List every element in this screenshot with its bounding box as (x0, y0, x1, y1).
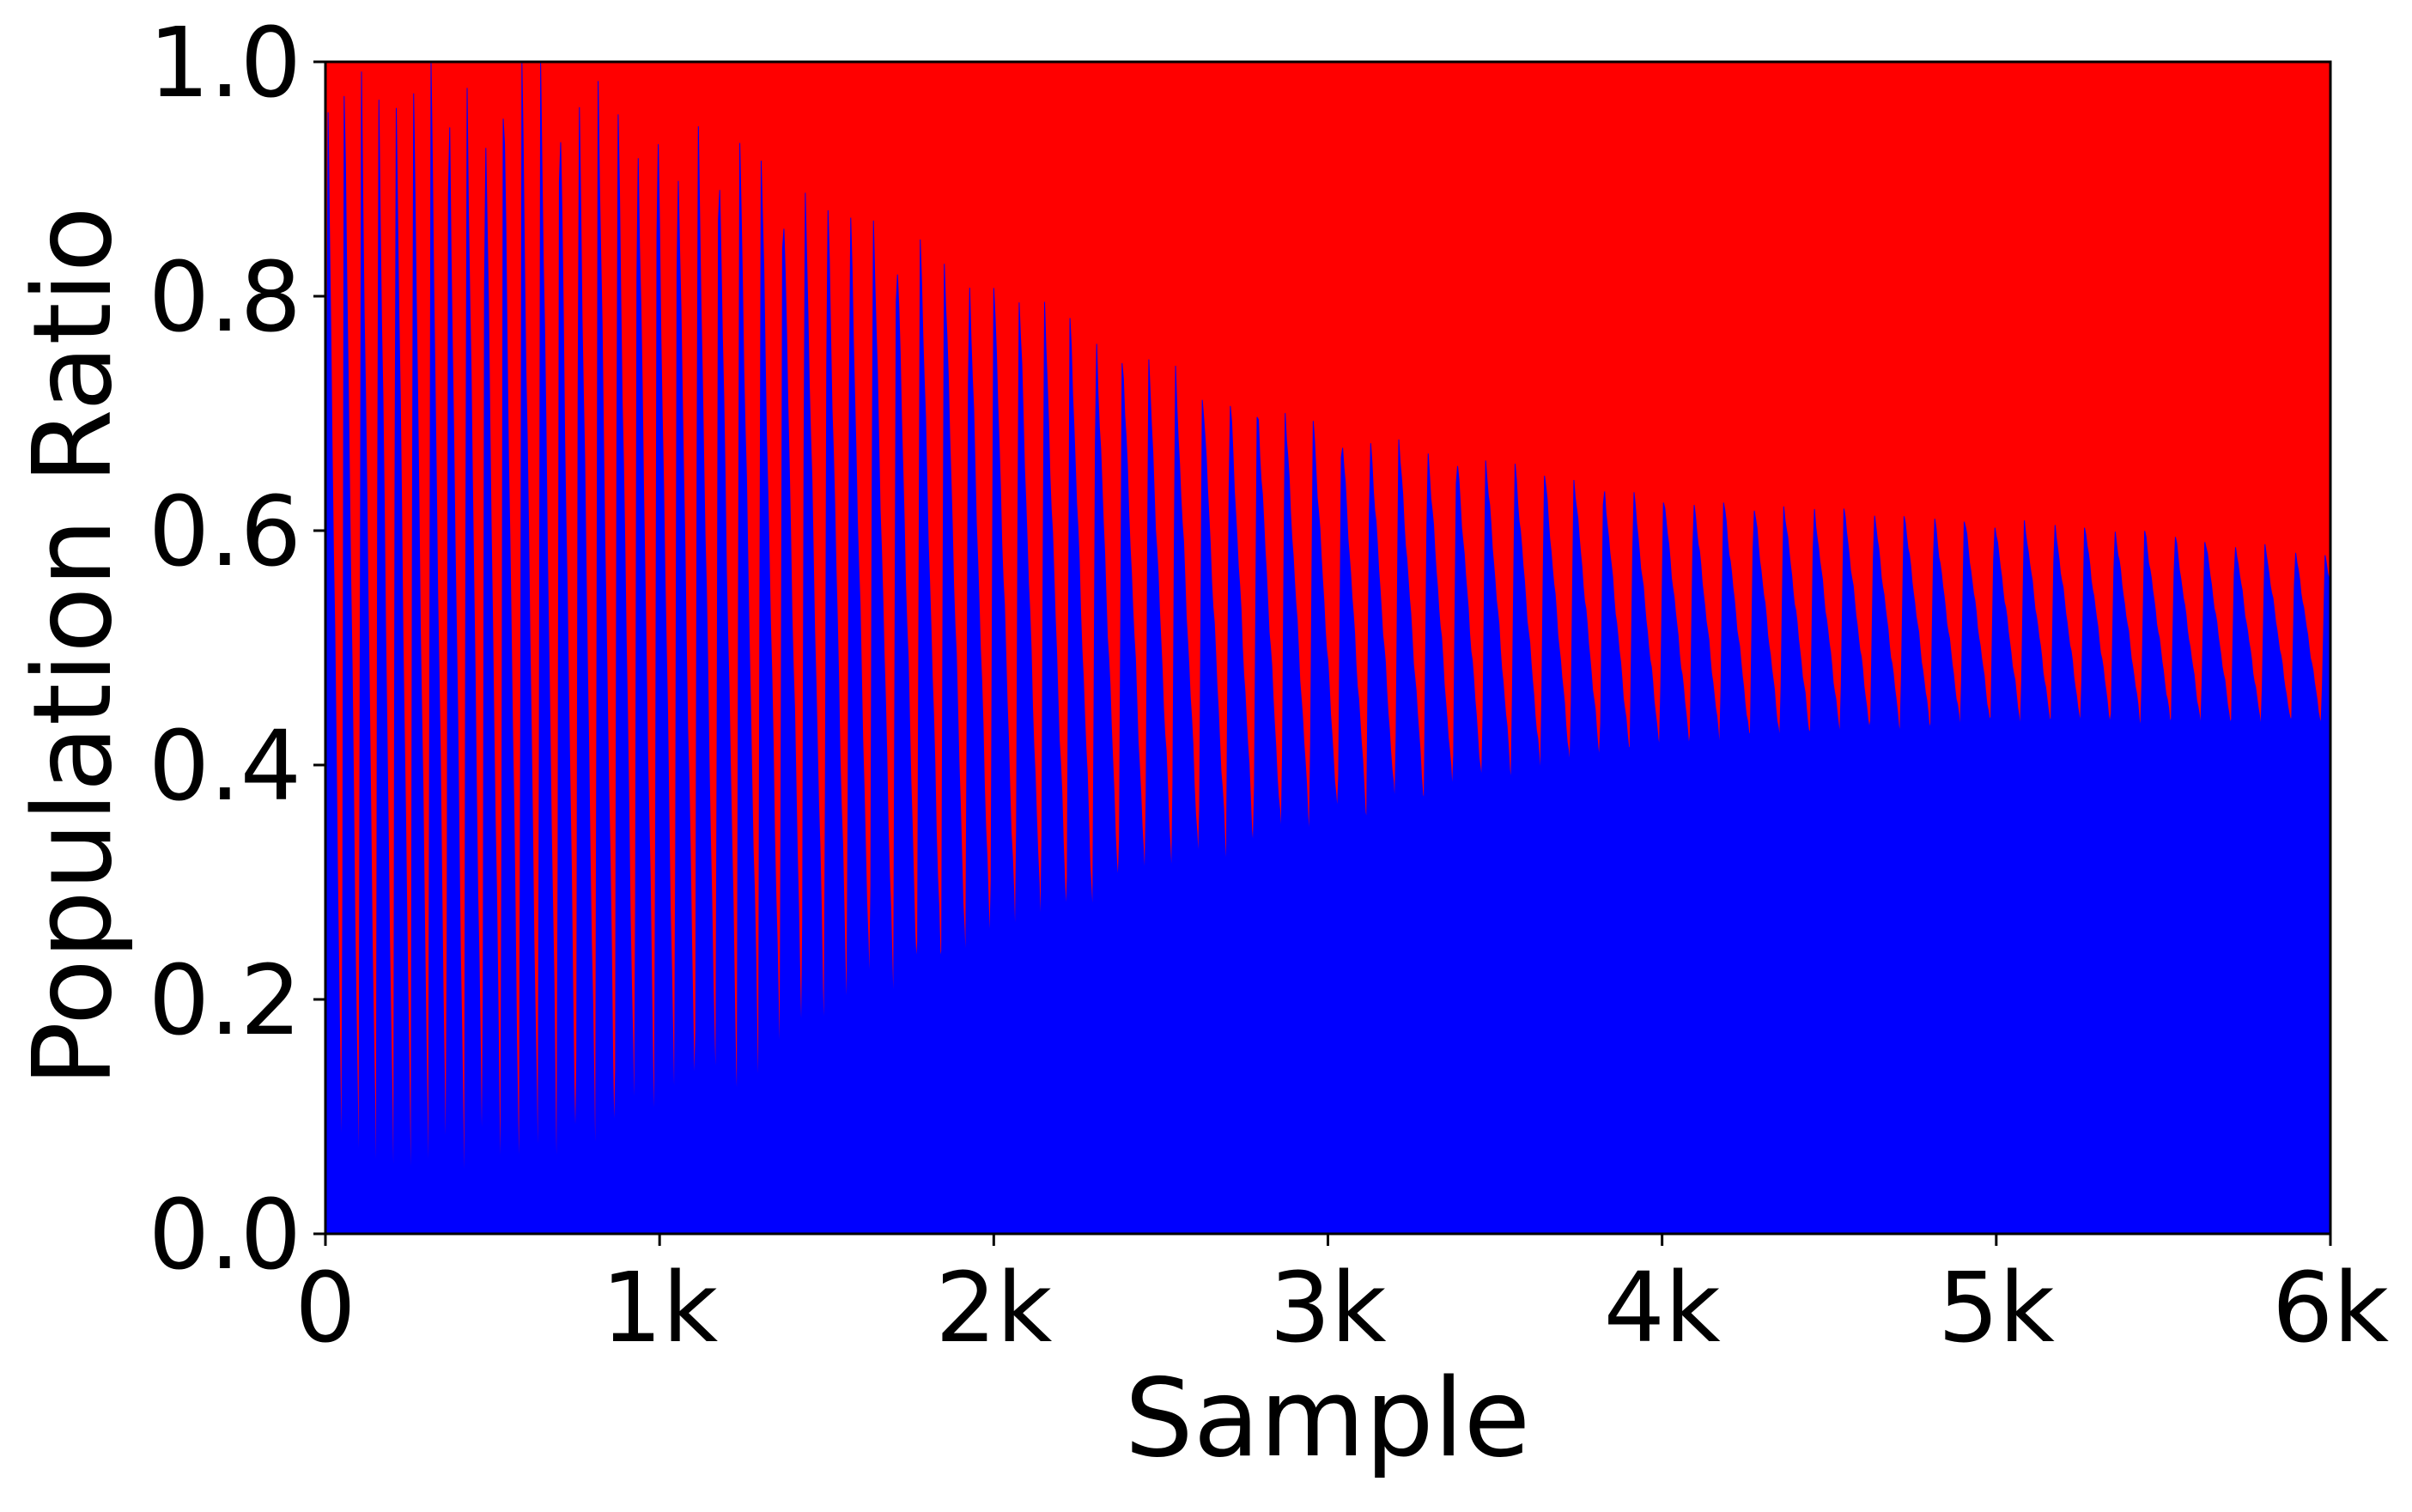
plot-area (325, 61, 2331, 1235)
x-tick-label: 6k (2272, 1253, 2389, 1364)
x-tick-label: 0 (295, 1253, 355, 1364)
y-tick-label: 0.8 (149, 242, 301, 354)
y-tick-label: 0.2 (149, 945, 301, 1057)
y-tick-label: 0.0 (149, 1180, 301, 1291)
axes: 0 1k 2k 3k 4k 5k 6k 0.0 0.2 0.4 0.6 0.8 1.0 (149, 8, 2389, 1364)
lower-series-area (325, 61, 2331, 1235)
x-tick-label: 2k (935, 1253, 1052, 1364)
x-axis-label: Sample (1125, 1355, 1530, 1481)
y-tick-label: 1.0 (149, 8, 301, 119)
y-axis-label: Population Ratio (9, 206, 136, 1087)
x-tick-label: 4k (1604, 1253, 1721, 1364)
y-tick-label: 0.6 (149, 477, 301, 588)
x-tick-label: 1k (601, 1253, 718, 1364)
x-tick-label: 5k (1938, 1253, 2055, 1364)
x-tick-label: 3k (1269, 1253, 1386, 1364)
y-tick-label: 0.4 (149, 711, 301, 823)
